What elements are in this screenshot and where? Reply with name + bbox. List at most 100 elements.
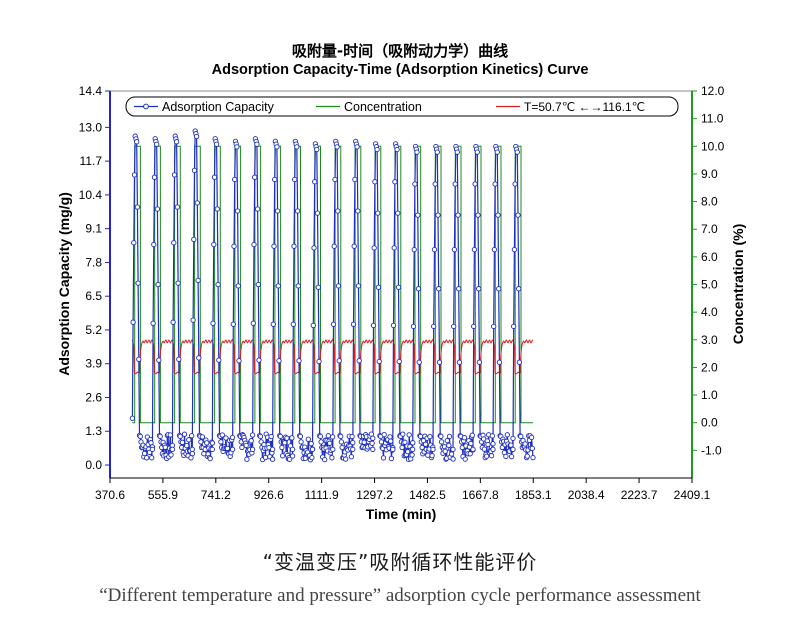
adsorption-point [310,322,316,329]
adsorption-point [450,456,456,462]
adsorption-point [485,441,491,448]
y-tick-label: 7.8 [85,255,102,269]
y2-axis-title: Concentration (%) [730,224,746,345]
x-tick-label: 926.6 [254,488,284,502]
adsorption-point [483,453,490,459]
adsorption-point [419,444,425,451]
adsorption-point [430,446,436,453]
adsorption-point [378,439,385,445]
adsorption-point [191,236,197,243]
adsorption-point [450,446,456,453]
y2-tick-label: 9.0 [701,167,718,181]
caption-english: “Different temperature and pressure” ads… [99,585,701,606]
adsorption-point [195,277,201,284]
adsorption-point [249,432,256,438]
adsorption-point [325,433,331,439]
adsorption-point [248,438,254,444]
y-tick-label: 14.4 [79,84,103,98]
adsorption-point [148,440,154,446]
adsorption-point [452,181,458,187]
y-tick-label: 13.0 [79,120,103,134]
adsorption-point [131,172,138,178]
adsorption-point [348,454,355,460]
adsorption-point [168,452,174,458]
adsorption-point [236,358,242,364]
adsorption-point [415,212,421,218]
adsorption-point [234,208,241,214]
adsorption-point [375,284,382,290]
axis-ticks: 370.6 555.9 741.2 926.6 1111.9 1297.2 1482.5 16… [79,84,725,502]
adsorption-point [229,434,236,441]
adsorption-point [374,146,380,153]
x-tick-label: 741.2 [201,488,231,502]
adsorption-point [444,437,450,444]
adsorption-point [472,181,478,187]
adsorption-point [234,144,240,150]
y2-tick-label: 5.0 [701,278,718,292]
adsorption-point [422,441,429,447]
adsorption-point [512,181,518,187]
adsorption-point [462,456,468,462]
y2-tick-label: -1.0 [701,443,722,457]
adsorption-point [231,243,237,249]
adsorption-point [416,359,422,365]
adsorption-point [431,246,438,253]
adsorption-point [224,445,231,452]
adsorption-point [361,439,367,445]
adsorption-point [171,172,178,178]
y-axis-title: Adsorption Capacity (mg/g) [56,192,72,376]
adsorption-point [277,433,284,440]
adsorption-point [179,439,186,446]
adsorption-point [329,455,335,461]
adsorption-point [188,455,194,461]
adsorption-point [488,453,495,459]
adsorption-point [522,441,528,447]
adsorption-point [510,446,516,453]
adsorption-point [530,454,536,461]
y2-tick-label: 3.0 [701,333,718,347]
adsorption-point [169,446,176,453]
adsorption-point [412,181,418,187]
adsorption-point [489,433,495,439]
adsorption-point [496,359,503,365]
plot-series [129,128,536,463]
adsorption-point [256,357,262,363]
x-tick-label: 370.6 [95,488,125,502]
adsorption-point [294,208,301,214]
adsorption-point [343,456,349,462]
adsorption-point [395,284,402,290]
adsorption-point [390,322,397,329]
adsorption-point [270,321,276,327]
adsorption-point [356,358,362,364]
adsorption-point [429,452,435,459]
adsorption-point [469,432,475,438]
adsorption-point [438,433,444,440]
adsorption-point [349,433,355,440]
adsorption-point [330,446,336,453]
adsorption-point [369,440,375,446]
adsorption-point [174,204,181,210]
legend: Adsorption Capacity Concentration T=50.7… [125,96,679,117]
adsorption-point [331,243,337,249]
adsorption-point [376,358,382,365]
adsorption-point [381,431,387,438]
adsorption-point [155,281,161,288]
adsorption-point [411,246,417,253]
adsorption-point [372,179,378,185]
adsorption-point [214,206,220,212]
adsorption-point [396,358,402,365]
adsorption-point [129,415,136,421]
adsorption-point [209,440,216,446]
adsorption-point [251,241,257,248]
adsorption-point [470,446,476,453]
adsorption-point [211,241,217,248]
adsorption-point [230,321,236,327]
adsorption-point [370,322,377,329]
adsorption-point [272,176,278,183]
adsorption-point [312,179,318,185]
adsorption-point [130,319,136,325]
adsorption-point [392,179,398,185]
adsorption-point [213,141,220,147]
y2-tick-label: 8.0 [701,195,718,209]
adsorption-point [467,451,473,457]
